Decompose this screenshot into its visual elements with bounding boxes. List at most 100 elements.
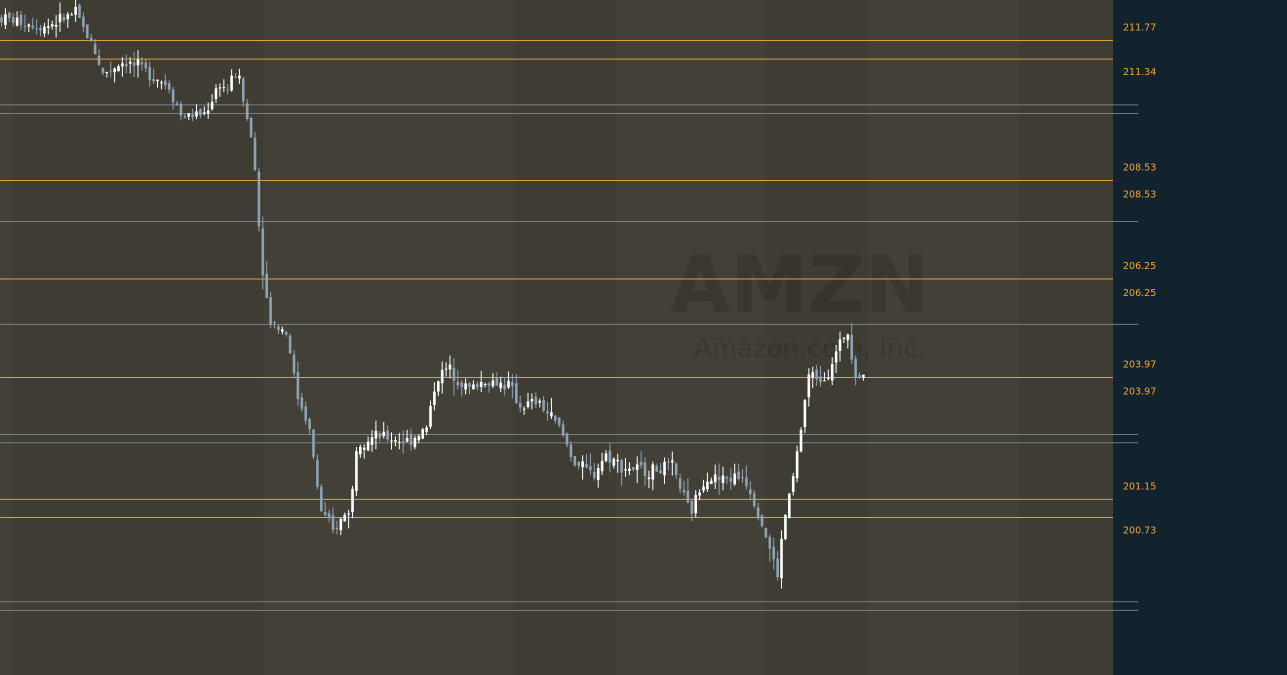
candle-body-37 <box>144 62 148 69</box>
price-levels <box>0 40 1138 611</box>
candle-body-104 <box>405 437 409 442</box>
candle-body-23 <box>89 37 93 42</box>
candle-body-9 <box>35 27 38 29</box>
candle-body-178 <box>694 495 698 514</box>
candle-body-187 <box>729 477 733 482</box>
candle-body-202 <box>788 493 791 518</box>
candle-body-59 <box>230 75 233 91</box>
candle-body-26 <box>101 67 105 73</box>
candle-body-161 <box>628 468 631 471</box>
candle-body-208 <box>811 372 815 378</box>
candle-body-103 <box>401 441 405 444</box>
candle-body-182 <box>710 480 713 484</box>
candle-body-170 <box>663 461 666 476</box>
candle-body-110 <box>429 405 432 427</box>
candle-body-145 <box>565 433 569 445</box>
candle-body-117 <box>456 382 460 386</box>
candle-body-125 <box>487 383 491 386</box>
candle-body-215 <box>838 339 842 352</box>
candle-body-46 <box>179 103 183 116</box>
candle-body-113 <box>440 369 444 384</box>
candles <box>0 0 865 589</box>
candle-body-175 <box>682 489 686 493</box>
candle-body-66 <box>257 171 261 227</box>
candle-body-80 <box>312 429 315 457</box>
candle-body-33 <box>128 61 132 64</box>
candle-body-122 <box>476 383 479 388</box>
candle-body-201 <box>784 514 787 539</box>
candle-body-101 <box>394 440 397 442</box>
price-label-3: 208.53 <box>1123 189 1156 200</box>
candle-body-221 <box>862 374 865 378</box>
candle-body-130 <box>507 380 510 388</box>
level-zones <box>0 0 1113 675</box>
candle-body-218 <box>850 334 854 360</box>
candle-body-30 <box>117 66 120 72</box>
candle-body-82 <box>320 486 323 512</box>
candle-body-35 <box>136 59 140 66</box>
candle-body-78 <box>304 406 308 421</box>
candle-body-90 <box>351 488 354 513</box>
candle-body-126 <box>491 380 495 387</box>
candle-body-183 <box>713 474 717 483</box>
candle-body-89 <box>347 513 350 515</box>
candle-body-54 <box>210 101 214 110</box>
candle-body-124 <box>483 384 487 386</box>
candle-body-64 <box>249 117 253 138</box>
price-label-5: 206.25 <box>1123 288 1156 299</box>
candle-body-213 <box>830 364 834 381</box>
candle-body-20 <box>78 5 81 18</box>
price-scale-panel[interactable] <box>1113 0 1287 675</box>
price-label-7: 203.97 <box>1123 387 1156 398</box>
candle-body-100 <box>390 440 393 442</box>
candle-body-142 <box>554 415 557 421</box>
candle-body-180 <box>702 486 705 491</box>
candle-body-57 <box>222 87 226 89</box>
candle-body-152 <box>593 471 596 479</box>
candle-body-189 <box>737 471 740 479</box>
candle-body-53 <box>206 110 210 114</box>
candle-body-11 <box>43 26 46 34</box>
candle-body-71 <box>277 326 280 331</box>
candle-body-163 <box>635 464 639 470</box>
candle-body-98 <box>382 431 386 437</box>
candle-body-168 <box>655 466 659 472</box>
candle-body-29 <box>113 68 116 73</box>
candle-body-63 <box>245 103 249 119</box>
candle-body-132 <box>515 383 518 404</box>
candle-body-146 <box>569 444 573 457</box>
candle-body-179 <box>698 492 701 496</box>
candle-body-6 <box>23 26 27 28</box>
candle-body-137 <box>534 396 538 405</box>
candle-body-160 <box>624 469 627 471</box>
candle-body-207 <box>807 374 811 398</box>
candle-body-116 <box>452 367 456 381</box>
candle-body-50 <box>195 111 198 117</box>
candle-body-48 <box>187 113 191 117</box>
candle-body-128 <box>499 382 503 389</box>
candle-body-206 <box>803 400 807 428</box>
candle-body-73 <box>284 332 288 335</box>
candle-body-94 <box>366 441 370 451</box>
candle-body-55 <box>214 88 218 99</box>
candle-body-38 <box>148 66 152 81</box>
candle-body-203 <box>791 476 795 493</box>
candle-body-153 <box>596 468 600 480</box>
candle-body-47 <box>183 116 187 119</box>
candle-body-15 <box>58 13 62 23</box>
candle-body-51 <box>199 109 202 116</box>
candle-body-52 <box>203 112 206 114</box>
candle-body-70 <box>273 321 276 323</box>
candle-body-149 <box>581 461 584 468</box>
candle-body-2 <box>8 12 11 19</box>
candle-body-171 <box>667 461 670 463</box>
candle-body-219 <box>854 358 857 378</box>
candle-body-184 <box>717 476 721 480</box>
candle-body-79 <box>308 418 311 430</box>
candle-body-102 <box>398 441 401 443</box>
candle-body-140 <box>546 411 549 414</box>
candle-body-97 <box>378 433 382 438</box>
candle-body-186 <box>725 477 729 479</box>
candle-body-69 <box>269 297 272 325</box>
